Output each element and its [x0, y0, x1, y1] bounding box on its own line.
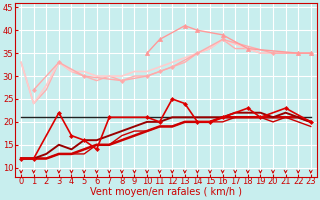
X-axis label: Vent moyen/en rafales ( km/h ): Vent moyen/en rafales ( km/h ) [90, 187, 242, 197]
